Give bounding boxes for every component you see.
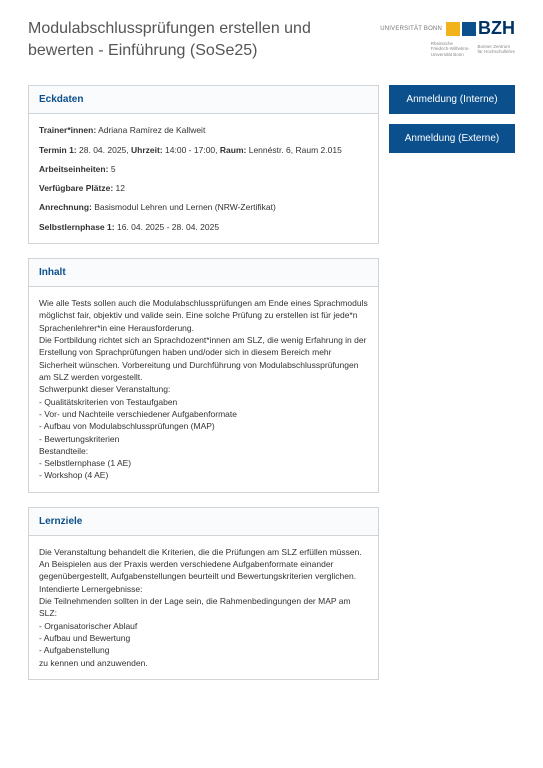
raum-value: Lennéstr. 6, Raum 2.015 [249,145,342,155]
anrechnung-value: Basismodul Lehren und Lernen (NRW-Zertif… [94,202,276,212]
page-header: Modulabschlussprüfungen erstellen und be… [28,18,515,61]
uhrzeit-label: Uhrzeit: [131,145,163,155]
anrechnung-line: Anrechnung: Basismodul Lehren und Lernen… [39,201,368,213]
page-title: Modulabschlussprüfungen erstellen und be… [28,18,328,61]
selbstlern-value: 16. 04. 2025 - 28. 04. 2025 [117,222,219,232]
selbstlern-line: Selbstlernphase 1: 16. 04. 2025 - 28. 04… [39,221,368,233]
register-external-button[interactable]: Anmeldung (Externe) [389,124,515,153]
ae-value: 5 [111,164,116,174]
university-logo-text: UNIVERSITÄT BONN [380,26,442,32]
logo-block: UNIVERSITÄT BONN BZH Rheinische Friedric… [380,18,515,57]
raum-label: Raum: [220,145,246,155]
ae-line: Arbeitseinheiten: 5 [39,163,368,175]
trainers-value: Adriana Ramírez de Kallweit [98,125,205,135]
eckdaten-card: Eckdaten Trainer*innen: Adriana Ramírez … [28,85,379,244]
register-internal-button[interactable]: Anmeldung (Interne) [389,85,515,114]
plaetze-line: Verfügbare Plätze: 12 [39,182,368,194]
logo-subtitle-right: Bonner Zentrum für Hochschullehre [477,44,515,55]
logo-subtitle-left: Rheinische Friedrich-Wilhelms- Universit… [431,41,470,57]
logo-square-blue-icon [462,22,476,36]
lernziele-card: Lernziele Die Veranstaltung behandelt di… [28,507,379,680]
anrechnung-label: Anrechnung: [39,202,92,212]
uhrzeit-value: 14:00 - 17:00, [165,145,217,155]
logo-square-yellow-icon [446,22,460,36]
termin-line: Termin 1: 28. 04. 2025, Uhrzeit: 14:00 -… [39,144,368,156]
eckdaten-heading: Eckdaten [29,86,378,114]
bzh-logo: BZH [446,18,515,39]
termin-label: Termin 1: [39,145,77,155]
ae-label: Arbeitseinheiten: [39,164,108,174]
termin-date: 28. 04. 2025, [79,145,129,155]
plaetze-value: 12 [116,183,125,193]
selbstlern-label: Selbstlernphase 1: [39,222,115,232]
lernziele-text: Die Veranstaltung behandelt die Kriterie… [29,536,378,679]
inhalt-heading: Inhalt [29,259,378,287]
plaetze-label: Verfügbare Plätze: [39,183,113,193]
inhalt-card: Inhalt Wie alle Tests sollen auch die Mo… [28,258,379,493]
bzh-logo-text: BZH [478,18,515,39]
inhalt-text: Wie alle Tests sollen auch die Modulabsc… [29,287,378,492]
trainers-label: Trainer*innen: [39,125,96,135]
lernziele-heading: Lernziele [29,508,378,536]
trainers-line: Trainer*innen: Adriana Ramírez de Kallwe… [39,124,368,136]
